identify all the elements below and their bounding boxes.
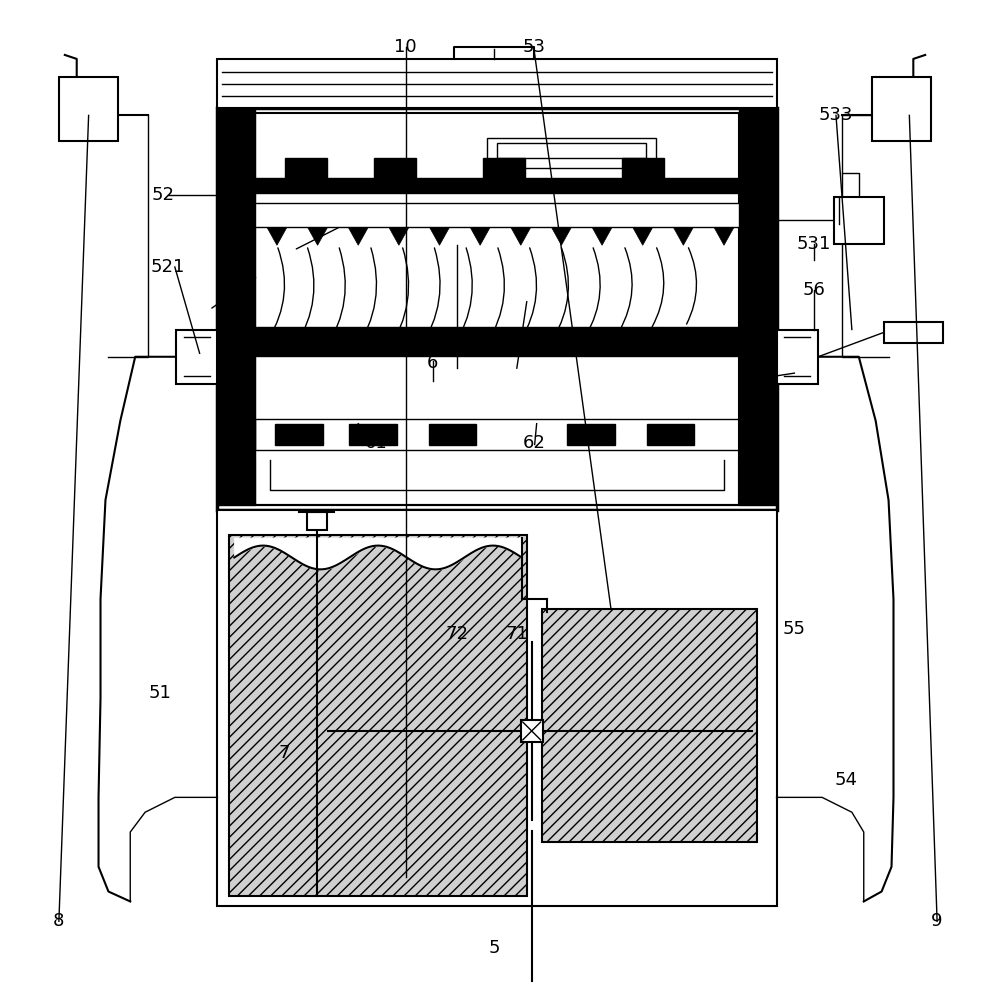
Bar <box>622 158 664 178</box>
Text: 533: 533 <box>819 106 853 124</box>
Bar <box>176 330 218 384</box>
Polygon shape <box>633 227 653 245</box>
Bar <box>834 197 884 244</box>
Text: 61: 61 <box>365 434 388 452</box>
Bar <box>739 108 776 505</box>
Polygon shape <box>714 227 734 245</box>
Text: 51: 51 <box>148 684 171 702</box>
Bar <box>487 138 656 168</box>
Bar <box>59 77 118 141</box>
Bar <box>255 327 739 356</box>
Bar <box>497 143 646 158</box>
Polygon shape <box>470 227 490 245</box>
Text: 6: 6 <box>426 354 438 372</box>
Polygon shape <box>267 227 287 245</box>
Bar <box>255 113 739 505</box>
Text: 5: 5 <box>488 939 500 957</box>
Bar <box>647 424 694 445</box>
Text: 62: 62 <box>523 434 546 452</box>
Polygon shape <box>511 227 531 245</box>
Bar <box>568 424 615 445</box>
Bar <box>542 609 756 842</box>
Text: 52: 52 <box>151 186 175 204</box>
Text: 54: 54 <box>834 771 858 789</box>
Bar <box>218 108 255 505</box>
Bar <box>230 535 527 896</box>
Bar <box>483 158 525 178</box>
Text: 521: 521 <box>151 258 185 276</box>
Polygon shape <box>389 227 409 245</box>
Text: 8: 8 <box>54 912 65 930</box>
Bar <box>218 59 776 108</box>
Bar <box>218 510 776 906</box>
Bar <box>285 158 326 178</box>
Bar <box>521 720 543 742</box>
Bar <box>428 424 476 445</box>
Bar <box>255 203 739 227</box>
Bar <box>374 158 415 178</box>
Text: 71: 71 <box>505 625 528 643</box>
Polygon shape <box>429 227 449 245</box>
Polygon shape <box>308 227 327 245</box>
Bar <box>349 424 397 445</box>
Bar <box>275 424 322 445</box>
Text: 53: 53 <box>522 38 545 56</box>
Text: 7: 7 <box>278 744 289 762</box>
Bar <box>872 77 931 141</box>
Polygon shape <box>552 227 572 245</box>
Bar <box>255 178 739 193</box>
Text: 72: 72 <box>446 625 469 643</box>
Bar <box>218 108 776 510</box>
Text: 9: 9 <box>931 912 943 930</box>
Text: 10: 10 <box>395 38 417 56</box>
Bar <box>884 322 943 343</box>
Bar <box>255 419 739 450</box>
Polygon shape <box>674 227 693 245</box>
Polygon shape <box>592 227 612 245</box>
Text: 56: 56 <box>803 281 826 299</box>
Polygon shape <box>348 227 368 245</box>
Bar <box>776 330 818 384</box>
Bar <box>307 512 326 530</box>
Text: 531: 531 <box>797 235 831 253</box>
Text: 55: 55 <box>783 620 806 638</box>
